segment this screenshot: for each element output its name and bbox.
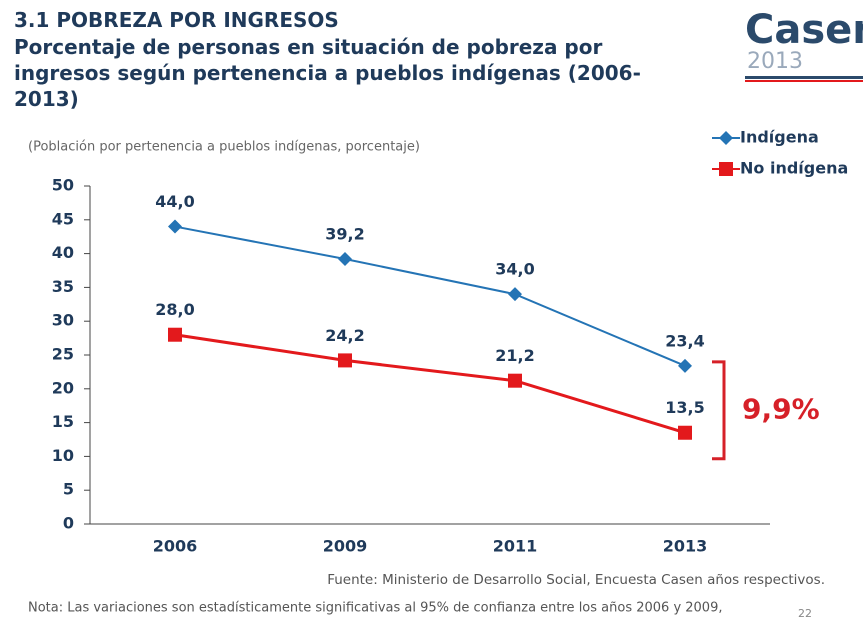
y-tick-label: 10 — [52, 446, 74, 465]
source: Fuente: Ministerio de Desarrollo Social,… — [327, 572, 825, 588]
logo-rule — [745, 76, 863, 79]
page-number: 22 — [798, 607, 812, 620]
note: Nota: Las variaciones son estadísticamen… — [28, 601, 722, 616]
value-label: 23,4 — [665, 331, 704, 350]
point — [678, 425, 692, 440]
value-label: 44,0 — [155, 192, 194, 211]
value-label: 28,0 — [155, 300, 194, 319]
x-tick-label: 2009 — [323, 537, 368, 556]
point — [168, 219, 182, 234]
y-tick-label: 40 — [52, 243, 74, 262]
value-label: 13,5 — [665, 398, 704, 417]
value-label: 21,2 — [495, 346, 534, 365]
point — [338, 252, 352, 267]
y-tick-label: 50 — [52, 176, 74, 195]
y-tick-label: 15 — [52, 412, 74, 431]
x-tick-label: 2006 — [153, 537, 198, 556]
logo-name: Casen — [745, 7, 863, 53]
value-label: 34,0 — [495, 260, 534, 279]
legend-marker — [719, 162, 733, 176]
legend-label: Indígena — [740, 128, 819, 147]
point — [508, 287, 522, 302]
bracket — [712, 360, 726, 461]
logo-year: 2013 — [747, 49, 803, 74]
x-tick-label: 2013 — [663, 537, 708, 556]
y-tick-label: 20 — [52, 378, 74, 397]
value-label: 24,2 — [325, 326, 364, 345]
subtitle: Porcentaje de personas en situación de p… — [14, 35, 641, 111]
title: 3.1 POBREZA POR INGRESOS — [14, 8, 339, 32]
series-line — [174, 225, 686, 367]
point — [678, 358, 692, 373]
annotation: 9,9% — [742, 392, 820, 425]
y-tick-label: 25 — [52, 345, 74, 364]
y-tick-label: 5 — [63, 480, 74, 499]
point — [508, 373, 522, 388]
point — [338, 353, 352, 368]
point — [168, 327, 182, 342]
y-tick-label: 45 — [52, 209, 74, 228]
legend-label: No indígena — [740, 159, 848, 178]
logo-rule — [745, 80, 863, 82]
legend-marker — [719, 131, 733, 145]
y-tick-label: 35 — [52, 277, 74, 296]
value-label: 39,2 — [325, 225, 364, 244]
series-line — [174, 333, 686, 435]
unit-note: (Población por pertenencia a pueblos ind… — [28, 140, 420, 155]
y-tick-label: 0 — [63, 514, 74, 533]
y-tick-label: 30 — [52, 311, 74, 330]
x-tick-label: 2011 — [493, 537, 538, 556]
